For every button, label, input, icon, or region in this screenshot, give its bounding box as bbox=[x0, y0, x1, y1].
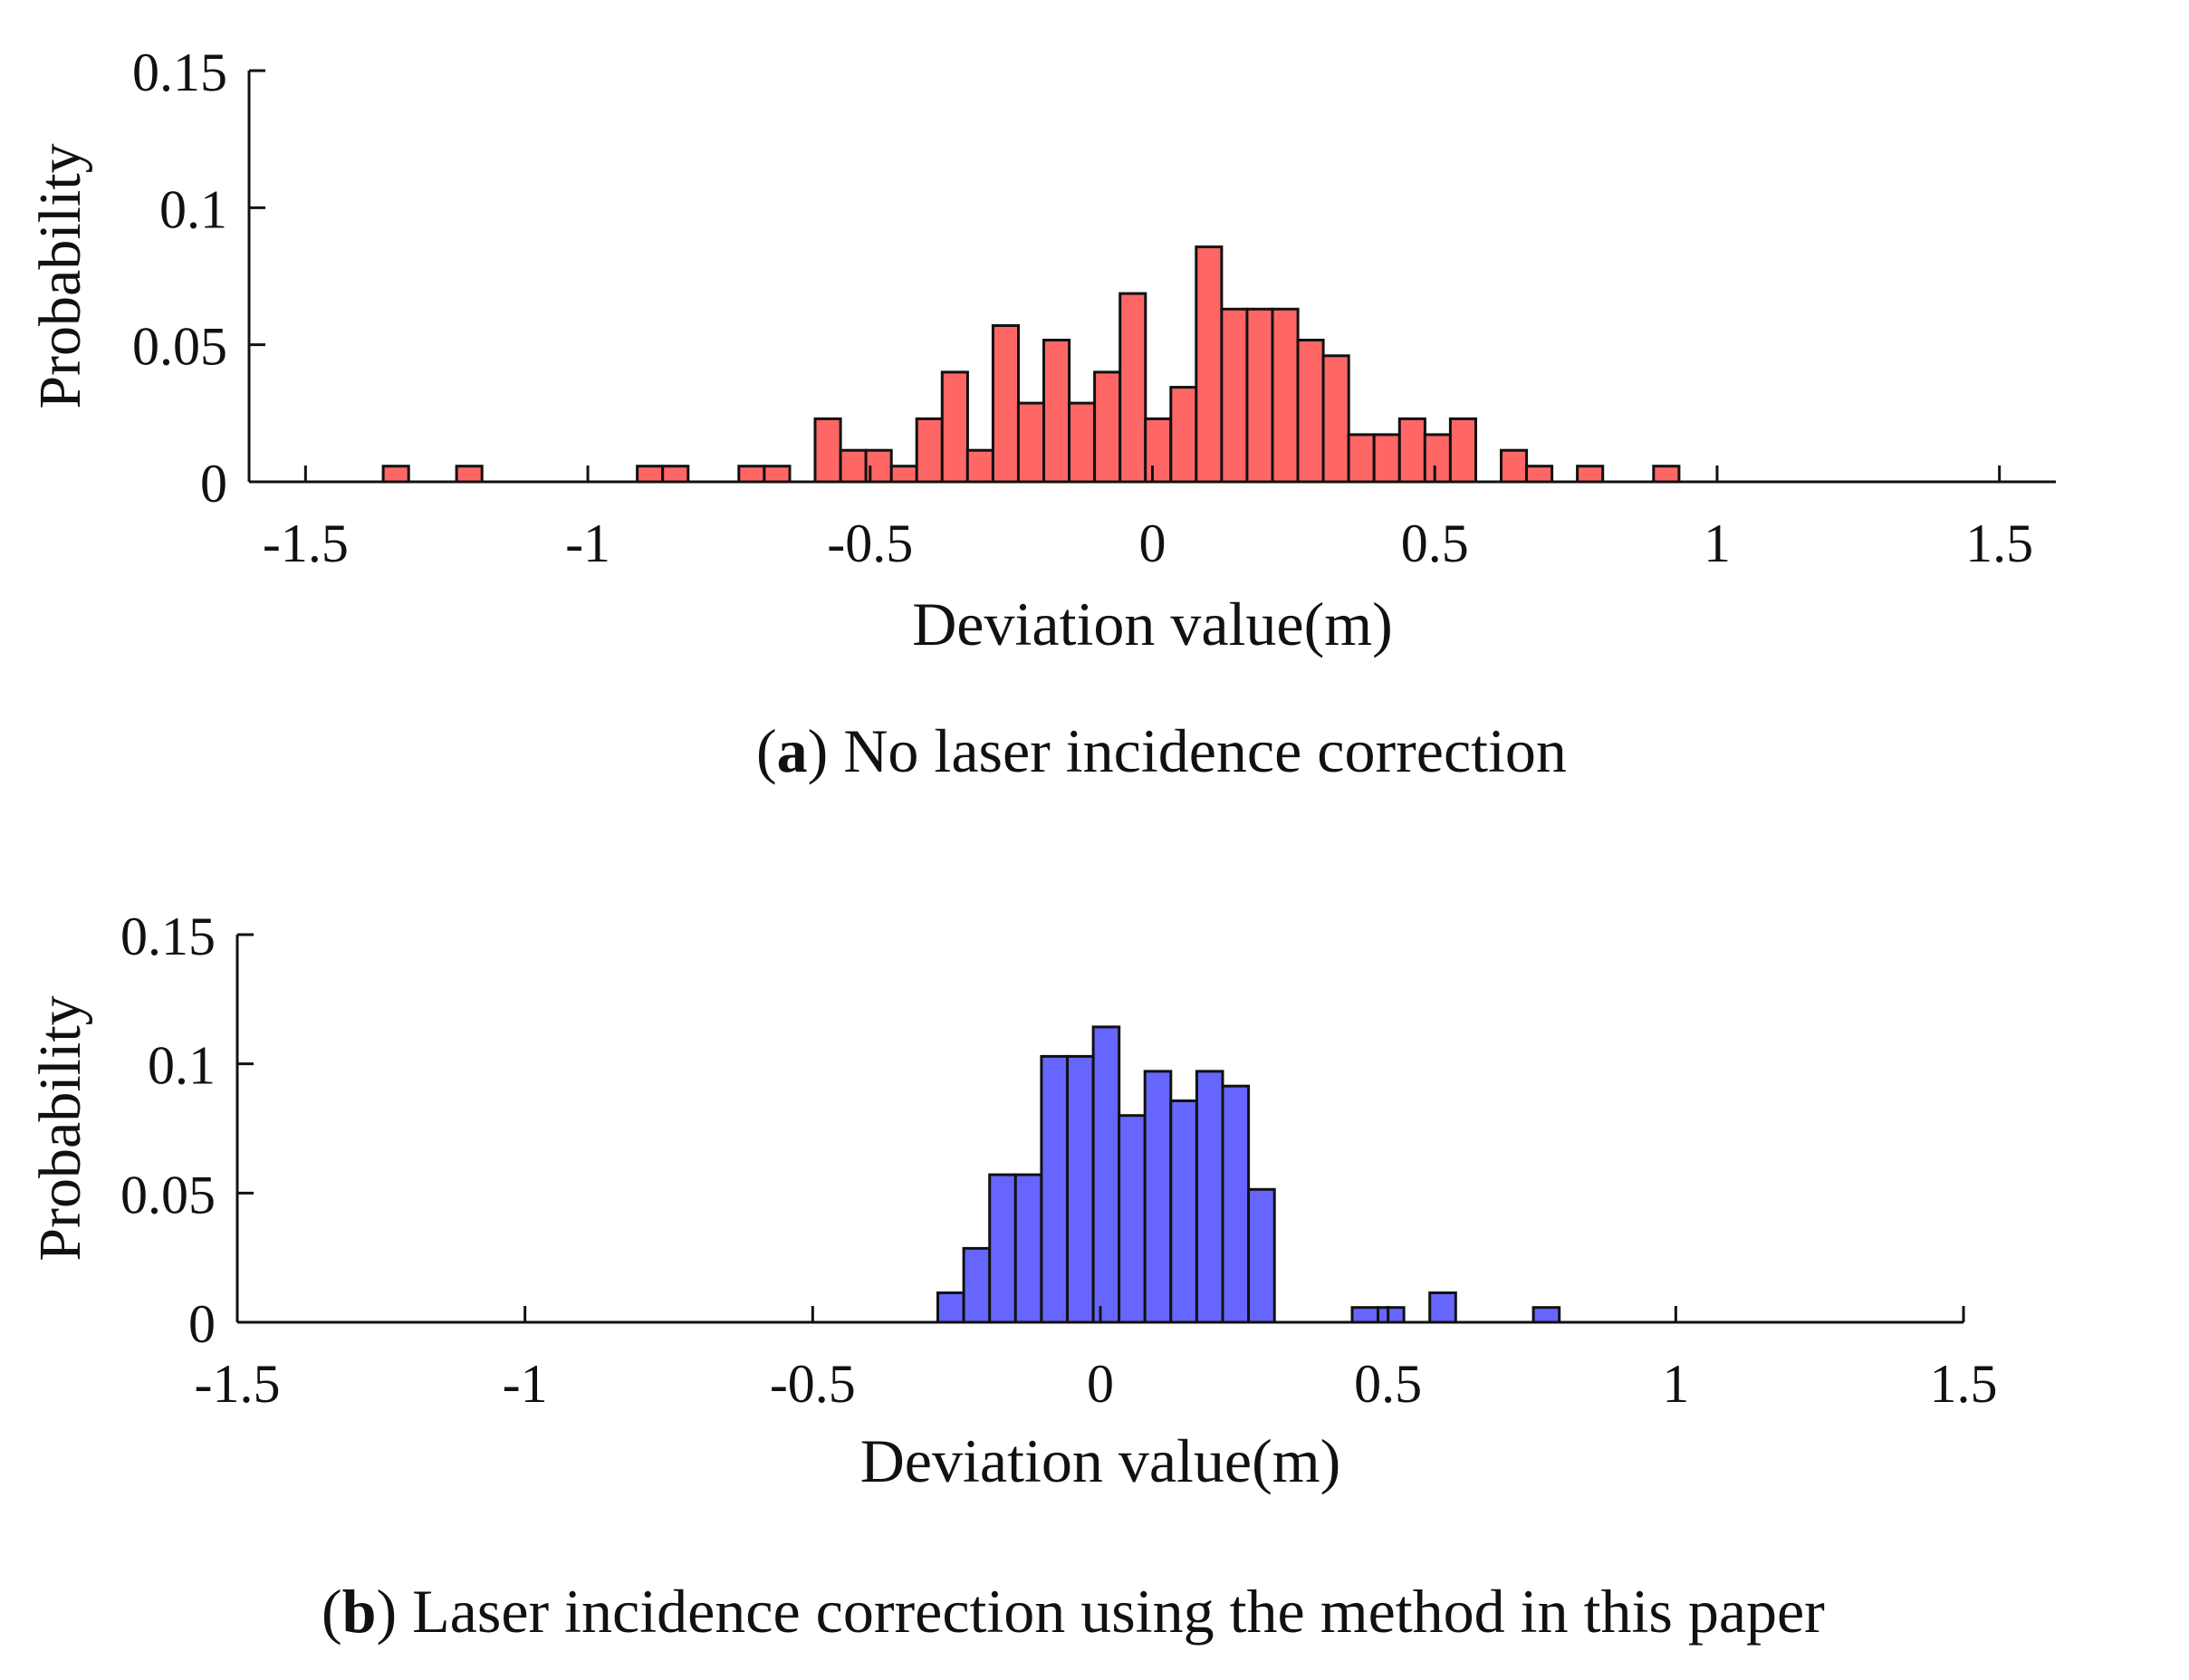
caption-b-text: Laser incidence correction using the met… bbox=[412, 1577, 1825, 1646]
caption-a: (a) No laser incidence correction bbox=[756, 716, 1567, 785]
bar-a-1 bbox=[455, 465, 484, 484]
bar-a-0 bbox=[381, 465, 410, 484]
y-tick-label-b-0: 0 bbox=[188, 1294, 216, 1354]
bar-b-15 bbox=[1428, 1291, 1457, 1324]
bar-a-34 bbox=[1576, 465, 1605, 484]
bar-b-10 bbox=[1195, 1070, 1224, 1324]
bar-a-14 bbox=[1016, 401, 1046, 484]
bar-a-32 bbox=[1500, 448, 1529, 484]
caption-b: (b) Laser incidence correction using the… bbox=[322, 1577, 1825, 1646]
x-tick-label-a-1: -1 bbox=[565, 514, 610, 573]
x-tick-label-b-1: -1 bbox=[503, 1354, 548, 1414]
bar-b-11 bbox=[1221, 1084, 1251, 1324]
bar-a-18 bbox=[1119, 292, 1147, 484]
bar-a-35 bbox=[1652, 465, 1681, 484]
x-tick-label-b-4: 0.5 bbox=[1354, 1354, 1422, 1414]
y-tick-label-b-2: 0.1 bbox=[148, 1036, 216, 1096]
bar-a-21 bbox=[1195, 245, 1224, 484]
bar-a-30 bbox=[1423, 433, 1452, 484]
x-tick-label-a-3: 0 bbox=[1139, 514, 1167, 573]
x-tick-label-b-6: 1.5 bbox=[1930, 1354, 1998, 1414]
bar-a-6 bbox=[813, 417, 842, 484]
bar-a-9 bbox=[889, 465, 918, 484]
x-axis-label-b: Deviation value(m) bbox=[860, 1426, 1341, 1495]
x-tick-label-b-5: 1 bbox=[1662, 1354, 1689, 1414]
bar-a-28 bbox=[1372, 433, 1401, 484]
bar-a-7 bbox=[839, 448, 868, 484]
bar-b-16 bbox=[1531, 1306, 1561, 1324]
x-tick-label-b-2: -0.5 bbox=[770, 1354, 856, 1414]
x-tick-label-b-0: -1.5 bbox=[195, 1354, 281, 1414]
caption-a-letter: a bbox=[776, 716, 808, 785]
bar-b-13 bbox=[1350, 1306, 1380, 1324]
bar-a-19 bbox=[1144, 417, 1173, 484]
bar-b-6 bbox=[1091, 1025, 1121, 1324]
x-tick-label-b-3: 0 bbox=[1087, 1354, 1114, 1414]
x-tick-label-a-5: 1 bbox=[1704, 514, 1731, 573]
y-tick-label-a-2: 0.1 bbox=[159, 179, 227, 239]
y-tick-label-a-3: 0.15 bbox=[132, 43, 227, 102]
bar-a-2 bbox=[636, 465, 665, 484]
caption-a-text: No laser incidence correction bbox=[843, 716, 1567, 785]
bar-a-33 bbox=[1525, 465, 1554, 484]
x-tick-label-a-6: 1.5 bbox=[1965, 514, 2033, 573]
bar-a-4 bbox=[737, 465, 766, 484]
bar-a-29 bbox=[1397, 417, 1426, 484]
bar-b-3 bbox=[1013, 1173, 1043, 1324]
bar-a-31 bbox=[1448, 417, 1478, 484]
bar-b-5 bbox=[1066, 1054, 1095, 1324]
y-tick-label-a-0: 0 bbox=[200, 454, 227, 514]
bar-a-5 bbox=[763, 465, 792, 484]
bar-b-0 bbox=[936, 1291, 965, 1324]
bar-a-15 bbox=[1042, 339, 1071, 484]
bar-a-20 bbox=[1169, 386, 1198, 484]
bar-a-24 bbox=[1271, 307, 1300, 484]
bar-a-13 bbox=[991, 324, 1021, 484]
bar-a-22 bbox=[1220, 307, 1249, 484]
x-tick-label-a-4: 0.5 bbox=[1401, 514, 1469, 573]
bar-a-27 bbox=[1347, 433, 1376, 484]
bar-b-8 bbox=[1143, 1070, 1173, 1324]
histogram-b: 0 0.05 0.1 0.15 -1.5 -1 -0.5 0 0.5 1 1.5 Deviation … bbox=[27, 907, 1998, 1495]
bar-b-2 bbox=[988, 1173, 1017, 1324]
x-tick-label-a-0: -1.5 bbox=[263, 514, 349, 573]
bar-b-1 bbox=[962, 1246, 992, 1324]
y-tick-label-b-1: 0.05 bbox=[120, 1165, 216, 1224]
y-axis-label-a: Probability bbox=[27, 143, 93, 408]
bar-b-12 bbox=[1247, 1187, 1276, 1324]
bar-a-11 bbox=[940, 370, 969, 484]
histogram-a: 0 0.05 0.1 0.15 -1.5 -1 -0.5 0 0.5 1 1.5 Deviation … bbox=[27, 43, 2056, 658]
bar-b-7 bbox=[1118, 1114, 1147, 1324]
bar-b-14 bbox=[1377, 1306, 1406, 1324]
y-tick-label-a-1: 0.05 bbox=[132, 317, 227, 377]
x-axis-label-a: Deviation value(m) bbox=[912, 590, 1393, 658]
bar-a-26 bbox=[1321, 354, 1350, 484]
bar-b-9 bbox=[1169, 1099, 1198, 1324]
bar-a-23 bbox=[1245, 307, 1274, 484]
bar-a-17 bbox=[1093, 370, 1122, 484]
bar-a-16 bbox=[1068, 401, 1097, 484]
x-tick-label-a-2: -0.5 bbox=[827, 514, 913, 573]
y-axis-label-b: Probability bbox=[27, 995, 93, 1261]
bar-b-4 bbox=[1040, 1054, 1070, 1324]
caption-b-letter: b bbox=[341, 1577, 377, 1646]
y-tick-label-b-3: 0.15 bbox=[120, 907, 216, 966]
bar-a-12 bbox=[965, 448, 994, 484]
bar-a-3 bbox=[661, 465, 690, 484]
bar-a-25 bbox=[1296, 339, 1325, 484]
bar-a-10 bbox=[915, 417, 944, 484]
